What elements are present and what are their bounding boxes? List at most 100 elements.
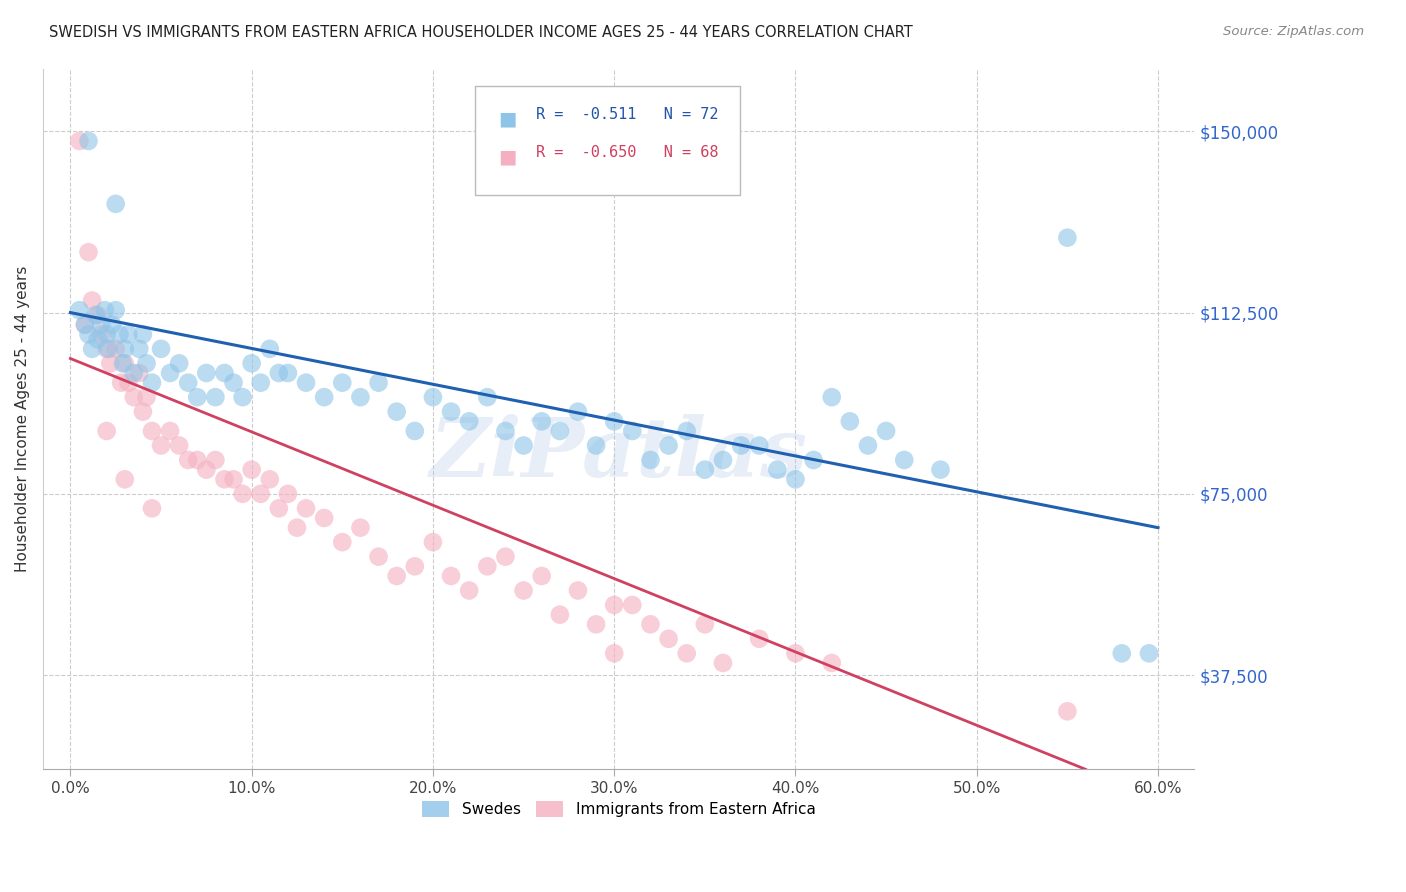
- Point: [104, 342, 127, 356]
- Point: [730, 438, 752, 452]
- Point: [267, 501, 290, 516]
- Point: [204, 453, 226, 467]
- Point: [122, 366, 145, 380]
- Text: ■: ■: [498, 109, 516, 128]
- Point: [711, 656, 734, 670]
- Point: [84, 308, 107, 322]
- Text: R =  -0.511   N = 72: R = -0.511 N = 72: [536, 107, 718, 122]
- Point: [159, 366, 181, 380]
- Point: [494, 549, 516, 564]
- Point: [1111, 646, 1133, 660]
- Point: [177, 453, 200, 467]
- Point: [73, 318, 96, 332]
- Point: [422, 390, 444, 404]
- Point: [94, 303, 117, 318]
- Point: [314, 511, 336, 525]
- Point: [385, 569, 408, 583]
- Point: [77, 245, 100, 260]
- Point: [86, 332, 108, 346]
- Point: [494, 424, 516, 438]
- Point: [90, 318, 112, 332]
- Point: [214, 366, 236, 380]
- Point: [232, 487, 254, 501]
- Point: [512, 583, 534, 598]
- Point: [96, 424, 118, 438]
- Point: [141, 501, 163, 516]
- Point: [186, 453, 208, 467]
- Point: [675, 646, 697, 660]
- Point: [367, 549, 389, 564]
- Point: [101, 318, 124, 332]
- Point: [477, 390, 499, 404]
- Point: [477, 559, 499, 574]
- Point: [82, 293, 104, 308]
- Point: [821, 390, 844, 404]
- Point: [530, 414, 553, 428]
- Point: [73, 318, 96, 332]
- Point: [159, 424, 181, 438]
- Point: [567, 583, 589, 598]
- Point: [86, 308, 108, 322]
- Point: [585, 617, 607, 632]
- Point: [108, 327, 131, 342]
- Point: [177, 376, 200, 390]
- Point: [69, 134, 91, 148]
- Point: [195, 366, 218, 380]
- Point: [658, 438, 681, 452]
- Point: [314, 390, 336, 404]
- Point: [240, 356, 263, 370]
- Point: [385, 405, 408, 419]
- Point: [748, 438, 770, 452]
- Point: [295, 501, 318, 516]
- Point: [249, 376, 271, 390]
- Point: [117, 376, 139, 390]
- Point: [114, 472, 136, 486]
- Point: [128, 342, 150, 356]
- Point: [285, 521, 308, 535]
- Point: [222, 376, 245, 390]
- Point: [640, 453, 662, 467]
- Point: [195, 463, 218, 477]
- Legend: Swedes, Immigrants from Eastern Africa: Swedes, Immigrants from Eastern Africa: [415, 794, 823, 825]
- Point: [548, 607, 571, 622]
- Point: [748, 632, 770, 646]
- Point: [114, 356, 136, 370]
- Point: [658, 632, 681, 646]
- Point: [111, 356, 134, 370]
- Point: [232, 390, 254, 404]
- Point: [128, 366, 150, 380]
- Point: [893, 453, 915, 467]
- Point: [711, 453, 734, 467]
- Point: [77, 327, 100, 342]
- Point: [186, 390, 208, 404]
- Point: [458, 583, 481, 598]
- Text: ZiPatlas: ZiPatlas: [430, 414, 808, 494]
- Point: [122, 390, 145, 404]
- Point: [838, 414, 860, 428]
- Point: [141, 376, 163, 390]
- Point: [135, 390, 157, 404]
- Text: Source: ZipAtlas.com: Source: ZipAtlas.com: [1223, 25, 1364, 38]
- Point: [277, 487, 299, 501]
- Point: [330, 535, 353, 549]
- Point: [349, 390, 371, 404]
- FancyBboxPatch shape: [475, 86, 740, 194]
- Point: [530, 569, 553, 583]
- Point: [621, 424, 644, 438]
- Point: [259, 472, 281, 486]
- Point: [132, 327, 155, 342]
- Text: ■: ■: [498, 147, 516, 166]
- Point: [603, 414, 626, 428]
- Point: [96, 342, 118, 356]
- Point: [214, 472, 236, 486]
- Point: [77, 134, 100, 148]
- Point: [132, 405, 155, 419]
- Point: [98, 356, 121, 370]
- Point: [1137, 646, 1160, 660]
- Y-axis label: Householder Income Ages 25 - 44 years: Householder Income Ages 25 - 44 years: [15, 266, 30, 572]
- Point: [1056, 230, 1078, 244]
- Point: [440, 569, 463, 583]
- Point: [785, 472, 807, 486]
- Point: [267, 366, 290, 380]
- Point: [856, 438, 879, 452]
